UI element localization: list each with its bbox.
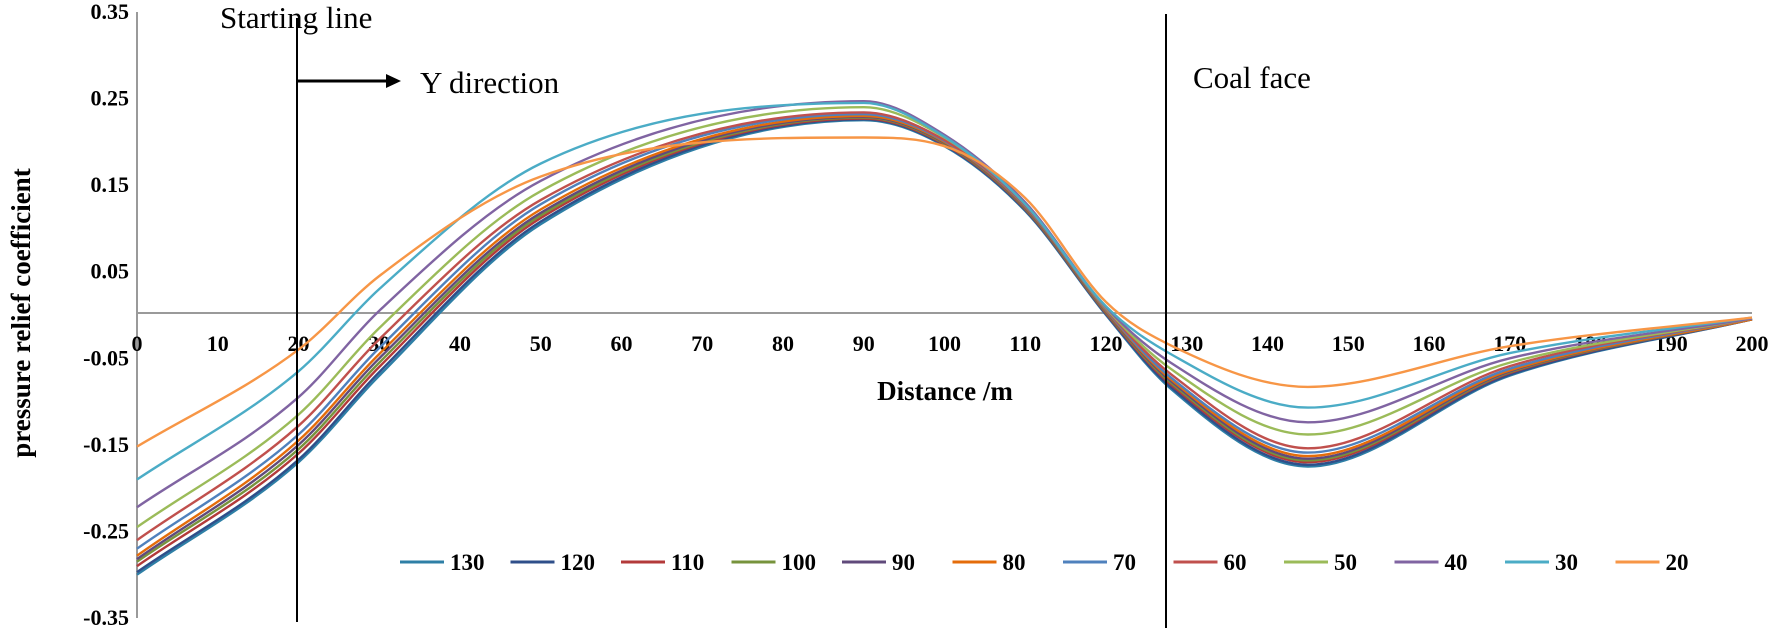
y-tick-label: 0.05 [91,259,130,284]
y-axis-title: pressure relief coefficient [6,168,36,457]
x-tick-label: 60 [611,331,633,356]
coal-face-label: Coal face [1193,60,1311,95]
x-tick-label: 100 [928,331,961,356]
legend-label-110: 110 [671,550,704,575]
legend-label-120: 120 [561,550,596,575]
y-tick-label: 0.25 [91,86,130,111]
x-tick-label: 70 [691,331,713,356]
legend-label-60: 60 [1224,550,1247,575]
x-tick-label: 10 [207,331,229,356]
legend-label-100: 100 [782,550,817,575]
y-tick-labels: 0.35 0.25 0.15 0.05 -0.05 -0.15 -0.25 -0.35 [83,0,129,630]
legend-label-80: 80 [1003,550,1026,575]
y-direction-arrow-head [386,74,401,88]
y-direction-label: Y direction [420,65,560,100]
series-line-40 [136,99,1753,509]
x-tick-label: 150 [1332,331,1365,356]
x-tick-labels: 0 10 20 30 40 50 60 70 80 90 100 110 120 130 140 150 160… [132,331,1769,356]
y-tick-label: 0.35 [91,0,130,24]
y-tick-label: -0.15 [83,432,129,457]
x-tick-label: 80 [772,331,794,356]
axes [136,12,1752,618]
x-tick-label: 20 [288,331,310,356]
x-tick-label: 50 [530,331,552,356]
series-line-20 [136,136,1753,448]
y-tick-label: -0.05 [83,345,129,370]
x-tick-label: 120 [1090,331,1123,356]
x-tick-label: 40 [449,331,471,356]
series-lines [136,99,1753,576]
x-tick-label: 160 [1413,331,1446,356]
x-tick-label: 140 [1251,331,1284,356]
legend: 130 120 110 100 90 80 70 60 50 40 30 20 [400,550,1689,575]
x-tick-label: 0 [132,331,143,356]
y-tick-label: 0.15 [91,172,130,197]
legend-label-70: 70 [1113,550,1136,575]
series-line-50 [136,105,1753,529]
x-tick-label: 110 [1009,331,1041,356]
series-line-60 [136,111,1753,542]
legend-label-130: 130 [450,550,485,575]
y-tick-label: -0.25 [83,518,129,543]
x-axis-title: Distance /m [877,376,1013,406]
legend-label-40: 40 [1445,550,1468,575]
x-tick-label: 90 [853,331,875,356]
annotations: Starting line Y direction Coal face [220,0,1311,628]
x-tick-label: 200 [1736,331,1769,356]
series-line-30 [136,101,1753,481]
legend-label-50: 50 [1334,550,1357,575]
y-tick-label: -0.35 [83,605,129,630]
legend-label-30: 30 [1555,550,1578,575]
starting-line-label: Starting line [220,0,372,35]
legend-label-20: 20 [1666,550,1689,575]
legend-label-90: 90 [892,550,915,575]
